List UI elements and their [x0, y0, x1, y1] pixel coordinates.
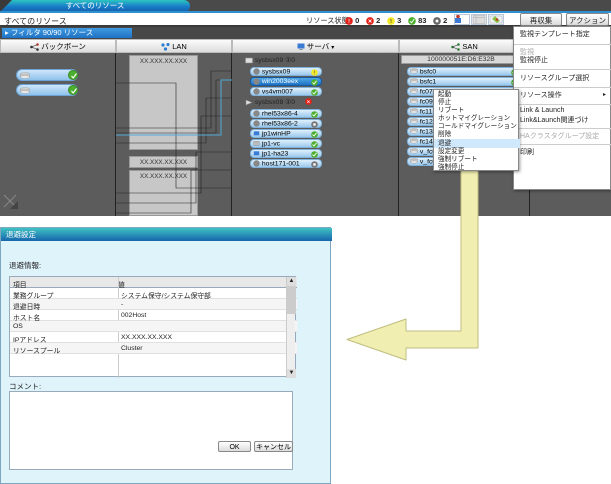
svg-text:✕: ✕ — [306, 99, 310, 105]
svg-text:!: ! — [390, 19, 392, 25]
svg-text:✕: ✕ — [368, 19, 372, 25]
svg-text:!: ! — [348, 19, 350, 25]
svg-text:!: ! — [314, 70, 315, 76]
